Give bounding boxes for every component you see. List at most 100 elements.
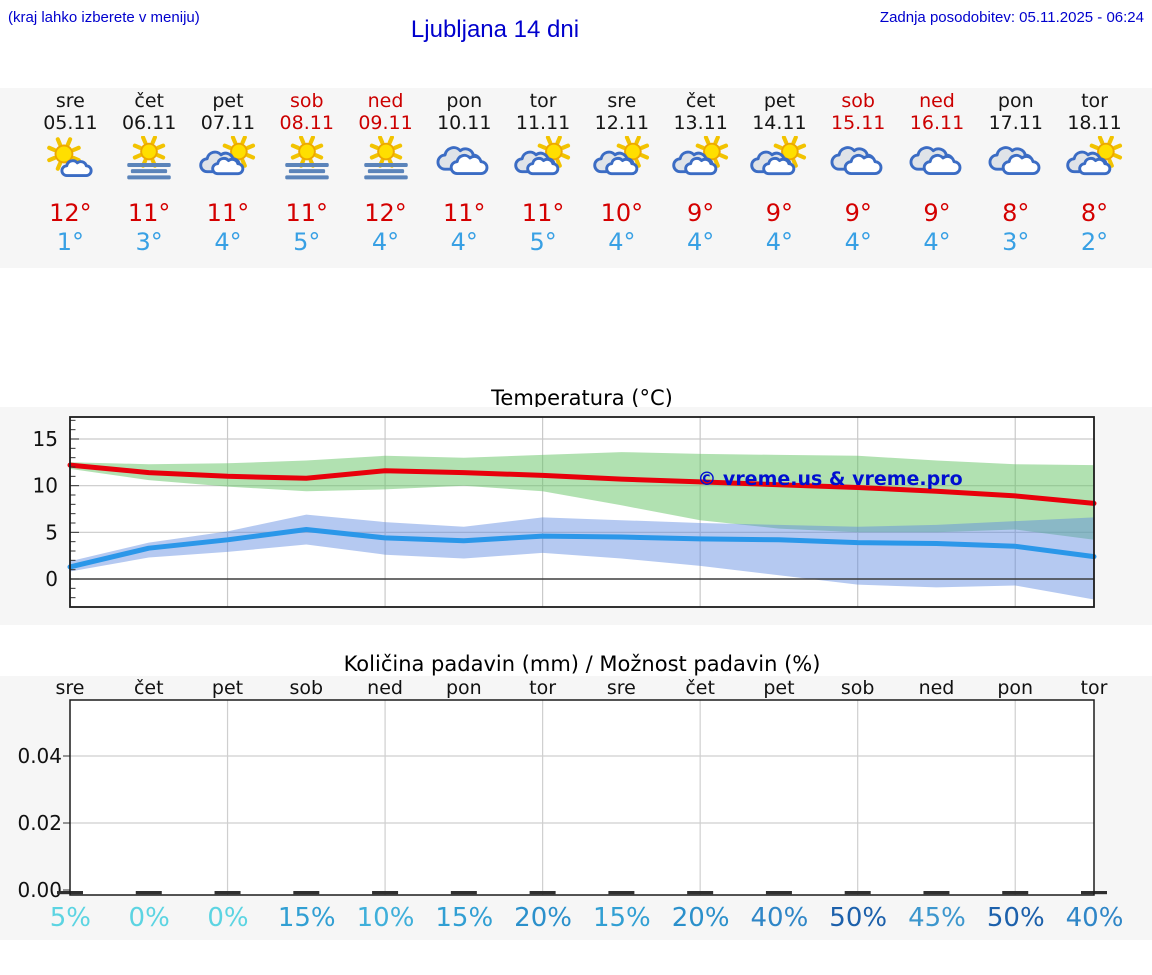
day-name-label: pet [212, 90, 244, 112]
zero-precip-bar [1002, 891, 1029, 895]
precip-probability-row: 5% 0% 0% 15% 10% 15% 20% 15% 20% 40% 50% 45% 50% 40% [31, 903, 1134, 933]
temperature-chart-title: Temperatura (°C) [491, 386, 673, 410]
day-max-temp: 12° [49, 199, 92, 227]
precip-day-label: tor [1081, 677, 1108, 699]
max-temperature-line [67, 462, 1097, 506]
clouds-icon [976, 134, 1055, 194]
day-min-temp: 1° [56, 228, 85, 256]
y-axis-tick-label: 0.04 [17, 744, 62, 768]
precip-day-label: tor [529, 677, 556, 699]
day-min-temp: 2° [1080, 228, 1109, 256]
precipitation-chart: sre čet pet sob ned pon tor sre čet pet sob ned pon t… [0, 676, 1152, 940]
day-strip: sre 05.11 12° 1° čet 06.11 11° 3° pet 07.11 11° 4° s… [31, 90, 1134, 257]
day-name-label: sre [55, 90, 85, 112]
day-max-temp: 9° [765, 199, 794, 227]
precip-probability-label: 20% [514, 903, 572, 933]
precip-day-label: ned [919, 677, 955, 699]
precip-probability-label: 50% [829, 903, 888, 933]
y-axis-tick-label: 0.00 [17, 878, 62, 902]
day-date-label: 10.11 [437, 112, 492, 134]
cloud-sun-icon [504, 134, 583, 194]
day-max-temp: 11° [443, 199, 486, 227]
day-date-label: 15.11 [831, 112, 886, 134]
plot-border [69, 699, 1095, 896]
day-max-temp: 9° [844, 199, 872, 227]
temperature-chart: 0 5 10 15 © vreme.us & vreme.pro [0, 407, 1152, 625]
day-date-label: 16.11 [909, 112, 965, 134]
precip-probability-label: 45% [908, 903, 966, 933]
forecast-strip-background [0, 88, 1152, 268]
day-max-temp: 11° [521, 199, 565, 227]
last-update-text: Zadnja posodobitev: 05.11.2025 - 06:24 [879, 9, 1144, 26]
plot-border [69, 416, 1095, 608]
day-name-label: sob [289, 90, 324, 112]
day-date-label: 07.11 [200, 112, 256, 134]
precip-probability-label: 15% [277, 903, 336, 933]
cloud-sun-icon [1055, 134, 1134, 194]
clouds-icon [898, 134, 977, 194]
day-date-label: 14.11 [752, 112, 807, 134]
precip-probability-label: 15% [592, 903, 651, 933]
day-min-temp: 3° [135, 228, 163, 256]
precip-day-label: sob [290, 677, 324, 699]
day-name-label: tor [529, 90, 557, 112]
day-column: sre 05.11 12° 1° [31, 90, 110, 257]
day-max-temp: 8° [1080, 199, 1109, 227]
day-column: sre 12.11 10° 4° [582, 90, 661, 257]
day-name-label: ned [919, 90, 955, 112]
precip-day-label: pet [763, 677, 794, 699]
day-name-label: čet [134, 90, 164, 112]
day-column: sob 08.11 11° 5° [267, 90, 346, 257]
location-hint: (kraj lahko izberete v meniju) [8, 9, 200, 26]
y-axis-tick-label: 10 [33, 474, 58, 498]
day-column: ned 09.11 12° 4° [346, 90, 425, 257]
y-axis-tick-label: 0.02 [17, 811, 62, 835]
day-name-label: pon [997, 90, 1034, 112]
precip-probability-label: 40% [1065, 903, 1124, 933]
day-max-temp: 11° [127, 199, 171, 227]
day-date-label: 18.11 [1067, 112, 1122, 134]
precipitation-chart-title: Količina padavin (mm) / Možnost padavin … [343, 652, 821, 676]
day-column: čet 06.11 11° 3° [110, 90, 189, 257]
min-temperature-range-band [70, 514, 1094, 600]
day-max-temp: 9° [923, 199, 951, 227]
watermark-link[interactable]: © vreme.us & vreme.pro [697, 468, 962, 490]
mostly-sunny-icon [31, 134, 110, 194]
day-min-temp: 4° [214, 228, 242, 256]
precip-day-label: sob [841, 677, 875, 699]
zero-precip-bar [450, 891, 477, 895]
day-date-label: 11.11 [515, 112, 571, 134]
plot-area [70, 700, 1094, 895]
day-name-label: pet [763, 90, 796, 112]
day-min-temp: 4° [765, 228, 794, 256]
day-name-label: čet [685, 90, 716, 112]
precip-day-label: sre [56, 677, 85, 699]
day-date-label: 05.11 [43, 112, 98, 134]
zero-precip-bar [214, 891, 241, 895]
day-name-label: sre [607, 90, 637, 112]
sun-fog-icon [267, 134, 346, 194]
zero-precip-bar [923, 891, 950, 895]
y-axis-tick-label: 0 [45, 567, 58, 591]
sun-fog-icon [346, 134, 425, 194]
day-name-label: pon [446, 90, 483, 112]
y-axis-tick-label: 5 [45, 520, 58, 544]
day-name-label: ned [367, 90, 404, 112]
zero-precip-bar [765, 891, 792, 895]
sun-fog-icon [110, 134, 189, 194]
precip-probability-label: 20% [671, 903, 730, 933]
day-date-label: 12.11 [594, 112, 650, 134]
day-name-label: tor [1081, 90, 1108, 112]
day-min-temp: 4° [923, 228, 951, 256]
day-column: tor 18.11 8° 2° [1055, 90, 1134, 257]
clouds-icon [425, 134, 504, 194]
precip-probability-label: 5% [49, 903, 92, 933]
day-min-temp: 4° [450, 228, 478, 256]
day-max-temp: 12° [364, 199, 407, 227]
zero-precip-bar [687, 891, 714, 895]
cloud-sun-icon [661, 134, 740, 194]
day-date-label: 17.11 [988, 112, 1043, 134]
precip-day-label: ned [367, 677, 403, 699]
cloud-sun-icon [582, 134, 661, 194]
clouds-icon [819, 134, 898, 194]
